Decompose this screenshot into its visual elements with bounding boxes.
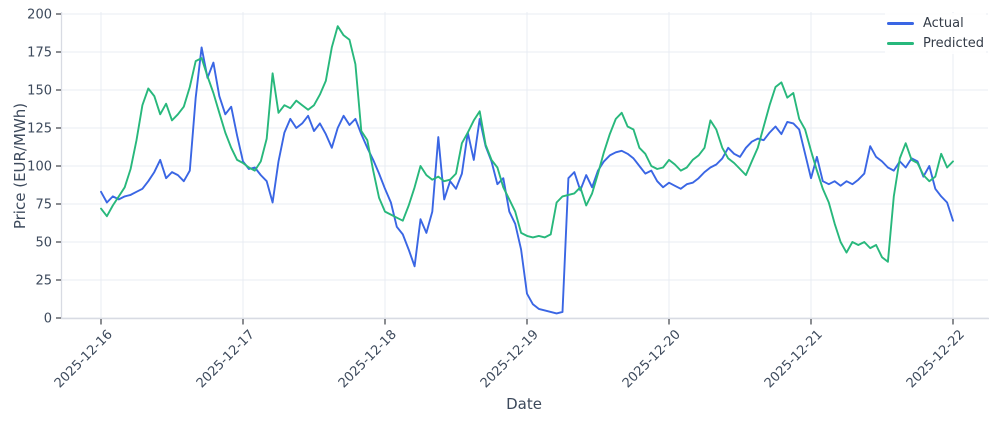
x-tick-label: 2025-12-22: [904, 327, 968, 391]
x-tick-label: 2025-12-18: [336, 327, 400, 391]
x-tick-label: 2025-12-20: [620, 327, 684, 391]
x-tick-label: 2025-12-21: [762, 327, 826, 391]
series-line-predicted: [100, 25, 954, 263]
legend-label-predicted: Predicted: [922, 36, 984, 51]
y-tick-label: 200: [27, 8, 52, 23]
y-tick-label: 100: [27, 160, 52, 175]
y-tick-label: 25: [35, 274, 52, 289]
legend-item-actual: Actual: [886, 15, 984, 32]
series-line-actual: [100, 46, 954, 315]
legend-line-swatch-predicted: [886, 42, 914, 45]
legend: Actual Predicted: [884, 13, 986, 54]
legend-label-actual: Actual: [922, 16, 964, 31]
x-tick-label: 2025-12-19: [478, 327, 542, 391]
y-tick-label: 175: [27, 46, 52, 61]
x-tick-label: 2025-12-17: [194, 327, 258, 391]
y-tick-label: 125: [27, 122, 52, 137]
legend-item-predicted: Predicted: [886, 35, 984, 52]
legend-line-swatch-actual: [886, 22, 914, 25]
y-tick-label: 50: [35, 236, 52, 251]
y-tick-label: 75: [35, 198, 52, 213]
x-axis-title: Date: [506, 395, 542, 413]
y-tick-label: 0: [44, 312, 52, 327]
y-tick-label: 150: [27, 84, 52, 99]
y-axis-title: Price (EUR/MWh): [11, 102, 29, 230]
x-tick-label: 2025-12-16: [52, 327, 116, 391]
